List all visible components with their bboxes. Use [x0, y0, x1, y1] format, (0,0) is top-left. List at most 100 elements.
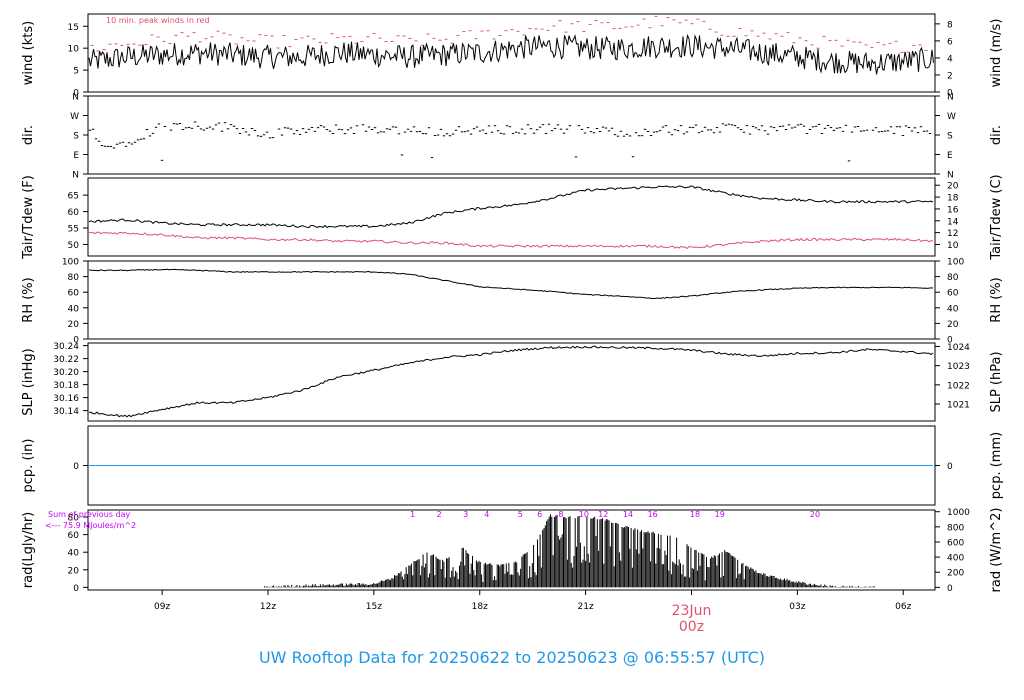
date-time-label: 00z — [679, 619, 704, 635]
temp-ylabel: Tair/Tdew (F) — [21, 175, 36, 260]
pcp-ylabel-right: pcp. (mm) — [989, 432, 1004, 499]
rad-event-marker: 19 — [715, 510, 725, 519]
x-tick-label: 09z — [154, 602, 170, 612]
dir-ytick-left-label: E — [73, 151, 79, 161]
temp-ytick-right-label: 20 — [947, 182, 959, 192]
rad-ylabel: rad(Lgly/hr) — [21, 512, 36, 588]
rh-ytick-right-label: 60 — [947, 289, 959, 299]
dir-ytick-right-label: N — [947, 171, 954, 181]
dir-ylabel: dir. — [21, 125, 36, 145]
rad-event-marker: 18 — [690, 510, 700, 519]
dir-ytick-right-label: E — [947, 151, 953, 161]
rh-rh-line — [88, 268, 934, 300]
rh-ytick-left-label: 20 — [68, 320, 80, 330]
wind-panel: wind (kts) wind (m/s) 0 5 10 15 0 2 4 6 8 10 min. p… — [21, 13, 1004, 99]
rad-ytick-right-label: 1000 — [947, 508, 970, 518]
temp-ytick-left-label: 55 — [68, 225, 79, 235]
rad-event-marker: 16 — [648, 510, 658, 519]
date-label: 23Jun — [672, 603, 712, 619]
rad-sum-label: Sum of previous day — [48, 510, 130, 519]
wind-ytick-left-label: 0 — [73, 89, 79, 99]
rad-event-marker: 5 — [518, 510, 523, 519]
slp-ytick-left-label: 30.18 — [53, 381, 79, 391]
rad-ytick-right-label: 200 — [947, 569, 964, 579]
pcp-ytick-left-label: 0 — [73, 462, 79, 472]
chart-title: UW Rooftop Data for 20250622 to 20250623… — [258, 648, 766, 667]
pcp-panel: pcp. (in) pcp. (mm) 0 0 — [21, 425, 1004, 506]
wind-ytick-right-label: 6 — [947, 37, 953, 47]
wind-annotation: 10 min. peak winds in red — [106, 16, 210, 25]
slp-slp-line — [88, 345, 934, 418]
slp-ylabel-right: SLP (hPa) — [989, 351, 1004, 412]
rh-ytick-left-label: 0 — [73, 336, 79, 346]
temp-tair-line — [88, 185, 934, 229]
rh-ytick-left-label: 40 — [68, 304, 80, 314]
slp-ytick-right-label: 1022 — [947, 381, 970, 391]
temp-tdew-line — [88, 231, 934, 250]
rad-event-marker: 6 — [537, 510, 542, 519]
x-tick-label: 15z — [366, 602, 382, 612]
rad-event-marker: 14 — [623, 510, 633, 519]
rh-ytick-right-label: 80 — [947, 273, 959, 283]
rad-event-marker: 8 — [558, 510, 563, 519]
dir-ytick-left-label: N — [72, 171, 79, 181]
rad-event-marker: 4 — [484, 510, 489, 519]
x-tick-label: 12z — [260, 602, 276, 612]
rh-ytick-left-label: 100 — [62, 258, 79, 268]
dir-ytick-right-label: S — [947, 132, 953, 142]
rad-panel: rad(Lgly/hr) rad (W/m^2)02040608002004006… — [21, 508, 1004, 594]
rad-ytick-left-label: 20 — [68, 566, 80, 576]
rh-ytick-left-label: 60 — [68, 289, 80, 299]
rh-ytick-right-label: 20 — [947, 320, 959, 330]
slp-panel: SLP (inHg) SLP (hPa) 30.14 30.16 30.18 30.20 3… — [21, 342, 1004, 422]
wind-speed-line — [88, 33, 934, 75]
rad-ytick-right-label: 800 — [947, 523, 964, 533]
wind-ytick-right-label: 0 — [947, 89, 953, 99]
slp-ytick-right-label: 1023 — [947, 362, 970, 372]
x-tick-label: 18z — [472, 602, 488, 612]
wind-frame — [87, 13, 936, 93]
rad-frame — [87, 509, 936, 591]
rad-event-marker: 3 — [463, 510, 468, 519]
slp-ytick-left-label: 30.22 — [53, 355, 79, 365]
rad-event-marker: 1 — [410, 510, 415, 519]
wind-ytick-left-label: 10 — [68, 45, 80, 55]
rad-event-marker: 12 — [598, 510, 608, 519]
rad-sum-value: <--- 75.9 MJoules/m^2 — [45, 521, 136, 530]
temp-ytick-right-label: 18 — [947, 194, 959, 204]
x-tick-label: 03z — [789, 602, 805, 612]
temp-panel: Tair/Tdew (F) Tair/Tdew (C) 50 55 60 65 10 12 14… — [21, 174, 1004, 260]
temp-ytick-left-label: 50 — [68, 241, 80, 251]
rad-ytick-left-label: 60 — [68, 531, 80, 541]
temp-ytick-left-label: 65 — [68, 192, 79, 202]
dir-frame — [87, 95, 936, 175]
rad-ytick-right-label: 400 — [947, 554, 964, 564]
slp-ytick-right-label: 1021 — [947, 401, 970, 411]
rad-ytick-left-label: 80 — [68, 514, 80, 524]
rh-ylabel: RH (%) — [21, 277, 36, 322]
temp-ytick-right-label: 16 — [947, 205, 959, 215]
slp-ytick-right-label: 1024 — [947, 343, 970, 353]
wind-ytick-right-label: 2 — [947, 71, 953, 81]
pcp-ylabel: pcp. (in) — [21, 439, 36, 493]
slp-ytick-left-label: 30.20 — [53, 368, 79, 378]
wind-ytick-right-label: 8 — [947, 20, 953, 30]
temp-ytick-left-label: 60 — [68, 208, 80, 218]
pcp-ytick-right-label: 0 — [947, 462, 953, 472]
rh-ylabel-right: RH (%) — [989, 277, 1004, 322]
x-tick-label: 06z — [895, 602, 911, 612]
dir-ytick-left-label: S — [73, 132, 79, 142]
x-tick-label: 21z — [578, 602, 594, 612]
rh-ytick-left-label: 80 — [68, 273, 80, 283]
rh-panel: RH (%) RH (%) 0 20 40 60 80 100 0 20 40 60 80 100 — [21, 258, 1004, 346]
rh-ytick-right-label: 40 — [947, 304, 959, 314]
temp-frame — [87, 177, 936, 257]
dir-ylabel-right: dir. — [989, 125, 1004, 145]
rad-ytick-right-label: 0 — [947, 584, 953, 594]
dir-ytick-right-label: N — [947, 93, 954, 103]
rh-ytick-right-label: 100 — [947, 258, 964, 268]
rh-ytick-right-label: 0 — [947, 336, 953, 346]
slp-ylabel: SLP (inHg) — [21, 348, 36, 416]
rad-event-marker: 2 — [437, 510, 442, 519]
